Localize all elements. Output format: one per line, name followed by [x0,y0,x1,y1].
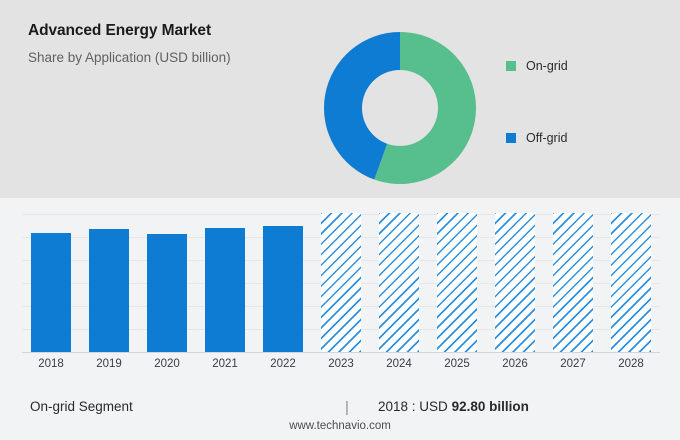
bar-fill-forecast [495,213,535,352]
title-block: Advanced Energy Market Share by Applicat… [28,22,328,66]
segment-value-amount: 92.80 billion [451,399,529,414]
bar-fill-forecast [611,213,651,352]
legend-swatch-icon [506,61,516,71]
x-tick-label-2024: 2024 [386,358,412,370]
x-tick-label-2023: 2023 [328,358,354,370]
x-tick-label-2027: 2027 [560,358,586,370]
bar-2024[interactable] [379,213,419,352]
bar-2028[interactable] [611,213,651,352]
bar-fill-forecast [321,213,361,352]
donut-slice-off-grid[interactable] [324,32,400,180]
bar-fill-actual [205,228,245,352]
donut-chart [324,32,476,184]
footer-summary: On-grid Segment | 2018 : USD 92.80 billi… [0,396,680,422]
bar-series [22,198,660,353]
bar-2026[interactable] [495,213,535,352]
x-tick-label-2022: 2022 [270,358,296,370]
bar-fill-forecast [553,213,593,352]
x-axis-tick-labels: 2018 2019 2020 2021 2022 2023 2024 2025 2026 2027… [22,358,660,378]
bar-fill-forecast [437,213,477,352]
x-tick-label-2021: 2021 [212,358,238,370]
x-tick-label-2026: 2026 [502,358,528,370]
legend-item-off-grid[interactable]: Off-grid [506,130,666,146]
donut-chart-svg [324,32,476,184]
bar-fill-actual [147,234,187,352]
x-tick-label-2018: 2018 [38,358,64,370]
segment-value: 2018 : USD 92.80 billion [378,396,529,418]
bar-fill-actual [31,233,71,352]
segment-label: On-grid Segment [30,399,133,414]
bar-2021[interactable] [205,228,245,352]
x-axis-line [22,352,660,353]
header-panel: Advanced Energy Market Share by Applicat… [0,0,680,198]
legend-item-on-grid[interactable]: On-grid [506,58,666,74]
bar-2027[interactable] [553,213,593,352]
segment-value-year: 2018 : USD [378,399,448,414]
source-url: www.technavio.com [289,420,391,432]
donut-hole [362,70,438,146]
bar-2019[interactable] [89,229,129,352]
bar-2020[interactable] [147,234,187,352]
x-tick-label-2028: 2028 [618,358,644,370]
page-title: Advanced Energy Market [28,22,212,39]
x-tick-label-2019: 2019 [96,358,122,370]
bar-2022[interactable] [263,226,303,352]
bar-fill-forecast [379,213,419,352]
bar-chart-panel: 2018 2019 2020 2021 2022 2023 2024 2025 2026 2027… [0,198,680,440]
bar-fill-actual [89,229,129,352]
x-tick-label-2025: 2025 [444,358,470,370]
bar-fill-actual [263,226,303,352]
x-tick-label-2020: 2020 [154,358,180,370]
legend-label: Off-grid [526,131,568,145]
legend: On-grid Off-grid [506,58,666,146]
legend-swatch-icon [506,133,516,143]
page-subtitle: Share by Application (USD billion) [28,49,231,65]
legend-label: On-grid [526,59,568,73]
footer-divider: | [345,399,349,416]
bar-2018[interactable] [31,233,71,352]
bar-2025[interactable] [437,213,477,352]
bar-2023[interactable] [321,213,361,352]
